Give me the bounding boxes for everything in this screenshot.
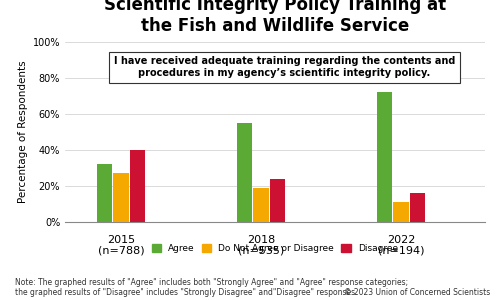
Bar <box>376 92 392 222</box>
Text: I have received adequate training regarding the contents and
procedures in my ag: I have received adequate training regard… <box>114 56 455 78</box>
Text: (n=535): (n=535) <box>238 245 284 255</box>
Bar <box>114 173 128 222</box>
Text: © 2023 Union of Concerned Scientists: © 2023 Union of Concerned Scientists <box>344 288 490 297</box>
Bar <box>254 188 268 222</box>
Text: 2022: 2022 <box>387 235 415 244</box>
Legend: Agree, Do Not Agree or Disagree, Disagree: Agree, Do Not Agree or Disagree, Disagre… <box>148 240 402 256</box>
Text: 2015: 2015 <box>107 235 135 244</box>
Text: 2018: 2018 <box>247 235 275 244</box>
Bar <box>394 202 408 222</box>
Bar <box>410 193 426 222</box>
Text: (n=788): (n=788) <box>98 245 144 255</box>
Y-axis label: Percentage of Respondents: Percentage of Respondents <box>18 61 28 203</box>
Bar <box>270 179 285 222</box>
Bar <box>96 164 112 222</box>
Text: (n=194): (n=194) <box>378 245 424 255</box>
Title: Scientific Integrity Policy Training at
the Fish and Wildlife Service: Scientific Integrity Policy Training at … <box>104 0 446 35</box>
Bar <box>130 150 146 222</box>
Text: Note: The graphed results of "Agree" includes both "Strongly Agree" and "Agree" : Note: The graphed results of "Agree" inc… <box>15 278 408 297</box>
Bar <box>236 123 252 222</box>
